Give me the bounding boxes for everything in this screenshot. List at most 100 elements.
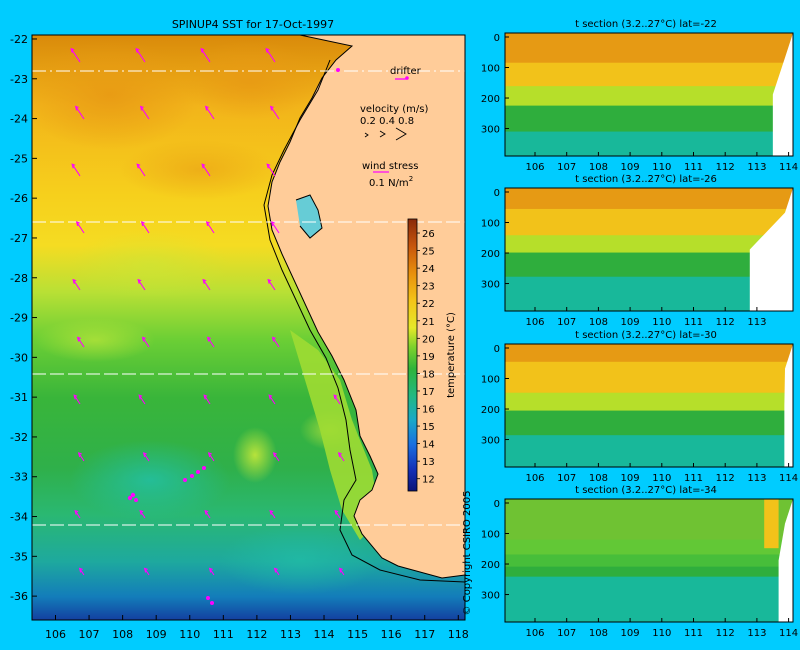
section-x-tick-label: 113 — [747, 473, 766, 484]
section-y-tick-label: 200 — [481, 249, 500, 260]
map-x-tick-label: 106 — [45, 628, 66, 641]
map-y-tick-label: -30 — [10, 351, 28, 364]
section-x-tick-label: 110 — [652, 162, 671, 173]
section-x-tick-label: 107 — [557, 162, 576, 173]
section-x-tick-label: 108 — [589, 317, 608, 328]
map-y-tick-label: -34 — [10, 511, 28, 524]
coastline — [267, 35, 465, 579]
section-title: t section (3.2..27°C) lat=-30 — [575, 330, 717, 341]
map-y-tick-label: -36 — [10, 590, 28, 603]
colorbar-tick-label: 14 — [422, 440, 435, 451]
section-y-tick-label: 300 — [481, 280, 500, 291]
map-y-tick-label: -27 — [10, 232, 28, 245]
colorbar-tick-label: 15 — [422, 422, 435, 433]
colorbar-tick-label: 18 — [422, 369, 435, 380]
section-y-tick-label: 100 — [481, 375, 500, 386]
velocity-values: 0.2 0.4 0.8 — [360, 116, 414, 127]
map-x-tick-label: 113 — [280, 628, 301, 641]
colorbar-tick-label: 17 — [422, 387, 435, 398]
section-x-tick-label: 112 — [716, 473, 735, 484]
map-x-tick-label: 108 — [112, 628, 133, 641]
section-x-tick-label: 110 — [652, 317, 671, 328]
section-x-tick-label: 106 — [525, 162, 544, 173]
colorbar — [407, 218, 418, 492]
section-y-tick-label: 300 — [481, 125, 500, 136]
wind-stress-value: 0.1 N/m — [369, 178, 409, 189]
sst-map-panel: SPINUP4 SST for 17-Oct-1997 — [10, 18, 473, 641]
section-x-tick-label: 107 — [557, 317, 576, 328]
section-panel-3: t section (3.2..27°C) lat=-34 106 107 108 10… — [481, 485, 798, 639]
colorbar-tick-label: 23 — [422, 282, 435, 293]
section-y-tick-label: 300 — [481, 591, 500, 602]
section-y-tick-label: 100 — [481, 64, 500, 75]
section-x-tick-label: 111 — [684, 473, 703, 484]
svg-text:0.1 N/m2: 0.1 N/m2 — [369, 175, 413, 189]
colorbar-tick-label: 26 — [422, 229, 435, 240]
colorbar-label: temperature (°C) — [446, 312, 457, 398]
colorbar-tick-label: 20 — [422, 334, 435, 345]
section-x-tick-label: 113 — [747, 162, 766, 173]
drifter-label: drifter — [390, 66, 422, 77]
section-y-tick-label: 0 — [494, 499, 500, 510]
section-y-tick-label: 200 — [481, 405, 500, 416]
velocity-label: velocity (m/s) — [360, 104, 428, 115]
section-x-tick-label: 110 — [652, 628, 671, 639]
section-x-tick-label: 114 — [779, 162, 798, 173]
colorbar-ticks: 26 25 24 23 22 21 20 19 18 17 16 15 14 13 12 — [417, 229, 435, 486]
map-y-tick-label: -22 — [10, 33, 28, 46]
map-x-tick-label: 114 — [314, 628, 335, 641]
map-y-tick-label: -25 — [10, 152, 28, 165]
section-y-tick-label: 200 — [481, 560, 500, 571]
map-y-tick-label: -26 — [10, 192, 28, 205]
map-x-tick-label: 112 — [246, 628, 267, 641]
section-title: t section (3.2..27°C) lat=-26 — [575, 174, 717, 185]
section-x-tick-label: 113 — [747, 628, 766, 639]
colorbar-tick-label: 16 — [422, 405, 435, 416]
colorbar-tick-label: 21 — [422, 317, 435, 328]
section-x-tick-label: 106 — [525, 628, 544, 639]
shelf-contour — [263, 59, 465, 583]
wind-stress-label: wind stress — [362, 161, 418, 172]
copyright-text: © Copyright CSIRO 2005 — [462, 491, 473, 616]
section-x-tick-label: 106 — [525, 473, 544, 484]
section-y-tick-label: 100 — [481, 530, 500, 541]
colorbar-tick-label: 12 — [422, 475, 435, 486]
map-x-axis: 106 107 108 109 110 111 112 113 114 115 116 117 118 — [45, 615, 469, 641]
map-x-tick-label: 115 — [347, 628, 368, 641]
section-x-tick-label: 110 — [652, 473, 671, 484]
map-title: SPINUP4 SST for 17-Oct-1997 — [172, 18, 334, 31]
map-y-tick-label: -29 — [10, 312, 28, 325]
map-x-tick-label: 110 — [179, 628, 200, 641]
velocity-legend-arrows — [364, 127, 407, 141]
section-title: t section (3.2..27°C) lat=-34 — [575, 485, 717, 496]
section-x-tick-label: 111 — [684, 317, 703, 328]
section-panel-0: t section (3.2..27°C) lat=-22 106 107 108 10… — [481, 19, 798, 173]
map-x-tick-label: 107 — [79, 628, 100, 641]
section-x-tick-label: 113 — [747, 317, 766, 328]
map-x-tick-label: 116 — [381, 628, 402, 641]
section-y-tick-label: 300 — [481, 436, 500, 447]
section-x-tick-label: 111 — [684, 628, 703, 639]
section-x-tick-label: 112 — [716, 317, 735, 328]
section-x-tick-label: 109 — [621, 473, 640, 484]
temperature-sections: t section (3.2..27°C) lat=-22 106 107 108 10… — [481, 19, 798, 639]
map-y-tick-label: -24 — [10, 113, 28, 126]
section-y-tick-label: 100 — [481, 219, 500, 230]
section-x-tick-label: 112 — [716, 628, 735, 639]
section-x-tick-label: 114 — [779, 473, 798, 484]
map-y-tick-label: -33 — [10, 471, 28, 484]
section-y-tick-label: 0 — [494, 188, 500, 199]
section-x-tick-label: 106 — [525, 317, 544, 328]
colorbar-tick-label: 25 — [422, 247, 435, 258]
section-x-tick-label: 108 — [589, 162, 608, 173]
section-title: t section (3.2..27°C) lat=-22 — [575, 19, 717, 30]
section-y-tick-label: 0 — [494, 344, 500, 355]
section-y-tick-label: 0 — [494, 33, 500, 44]
map-y-tick-label: -28 — [10, 272, 28, 285]
map-y-tick-label: -23 — [10, 73, 28, 86]
map-x-tick-label: 109 — [146, 628, 167, 641]
colorbar-tick-label: 24 — [422, 264, 435, 275]
colorbar-tick-label: 19 — [422, 352, 435, 363]
section-x-tick-label: 109 — [621, 162, 640, 173]
